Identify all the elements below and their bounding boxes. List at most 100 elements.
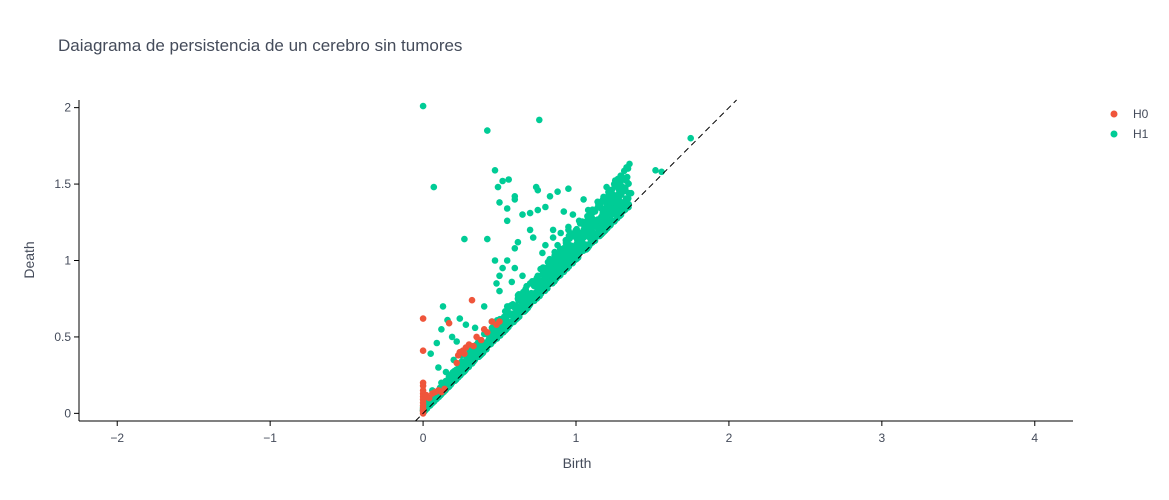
data-point-h1 [588,230,595,237]
data-point-h0 [419,382,427,390]
x-tick-label: 1 [573,431,580,445]
y-axis-title: Death [21,241,37,278]
data-point-h1 [565,185,572,192]
data-point-h1 [430,398,437,406]
x-tick-label: 4 [1031,431,1038,445]
data-point-h1 [479,341,487,349]
data-point-h1 [523,282,530,290]
data-point-h1 [588,210,596,217]
data-point-h1 [508,278,516,286]
data-point-h1 [433,339,441,347]
data-point-h1 [512,316,520,323]
data-point-h1 [462,321,470,329]
data-point-h1 [626,160,633,168]
data-point-h1 [687,134,694,142]
data-point-h1 [503,217,511,225]
legend-marker-h1 [1110,130,1118,138]
data-point-h1 [528,278,536,285]
x-tick-label: 3 [879,431,886,445]
data-point-h1 [555,272,562,280]
data-point-h1 [596,232,604,239]
data-point-h1 [496,199,503,206]
data-point-h1 [480,303,488,310]
data-point-h1 [560,208,568,215]
data-point-h1 [484,235,491,243]
legend: H0 H1 [1110,107,1149,141]
data-point-h1 [554,188,561,195]
data-point-h1 [503,205,511,212]
data-point-h1 [619,202,626,210]
series-h0-points [419,296,503,417]
data-point-h1 [526,226,534,234]
data-point-h1 [560,249,567,257]
data-point-h1 [493,280,500,287]
y-tick-label: 2 [64,101,71,115]
data-point-h1 [546,193,554,200]
plot-area [415,99,737,422]
y-tick-label: 1 [64,254,71,268]
data-point-h1 [503,320,511,328]
data-point-h1 [566,235,573,242]
data-point-h1 [541,274,549,281]
data-point-h1 [529,234,537,241]
data-point-h1 [615,185,622,193]
data-point-h1 [438,326,445,333]
x-axis-ticks: −2 −1 0 1 2 3 4 [110,421,1038,445]
legend-marker-h0 [1110,110,1118,118]
data-point-h1 [620,167,628,175]
chart-title: Daiagrama de persistencia de un cerebro … [58,36,462,55]
data-point-h1 [546,260,553,268]
data-point-h1 [464,359,472,367]
data-point-h0 [484,329,491,336]
data-point-h1 [542,203,549,211]
legend-item-h1[interactable]: H1 [1110,127,1149,141]
data-point-h1 [430,183,438,191]
data-point-h1 [487,340,495,348]
legend-item-h0[interactable]: H0 [1110,107,1149,121]
y-tick-label: 0 [64,406,71,420]
data-point-h1 [448,333,456,341]
data-point-h1 [611,205,619,212]
data-point-h1 [435,364,442,371]
data-point-h1 [605,210,613,218]
data-point-h1 [519,272,526,280]
series-h1-points [419,102,694,416]
data-point-h1 [588,237,596,244]
y-tick-label: 1.5 [54,177,71,191]
data-point-h1 [575,237,582,244]
data-point-h0 [453,359,461,367]
data-point-h1 [562,258,570,266]
data-point-h1 [517,308,525,316]
y-axis-ticks: 0 0.5 1 1.5 2 [54,101,79,420]
data-point-h1 [427,350,435,358]
data-point-h1 [652,167,659,174]
data-point-h1 [527,300,534,308]
data-point-h0 [419,347,427,355]
x-axis-title: Birth [563,455,592,471]
data-point-h1 [505,176,512,183]
data-point-h1 [519,211,526,218]
data-point-h1 [472,351,479,359]
data-point-h1 [501,308,509,315]
data-point-h1 [610,192,617,200]
data-point-h1 [491,167,499,174]
data-point-h1 [552,250,560,257]
data-point-h1 [617,208,624,216]
data-point-h1 [541,265,548,273]
data-point-h1 [567,230,575,237]
data-point-h0 [441,385,448,393]
data-point-h1 [658,168,665,176]
data-point-h1 [453,338,461,345]
data-point-h1 [456,315,464,322]
data-point-h1 [604,217,611,225]
data-point-h1 [569,211,577,218]
data-point-h1 [453,372,461,380]
data-point-h1 [549,226,557,234]
data-point-h1 [605,187,613,194]
data-point-h1 [554,263,561,271]
data-point-h1 [600,193,607,201]
data-point-h1 [491,257,499,264]
data-point-h1 [461,235,468,243]
data-point-h1 [549,234,557,241]
